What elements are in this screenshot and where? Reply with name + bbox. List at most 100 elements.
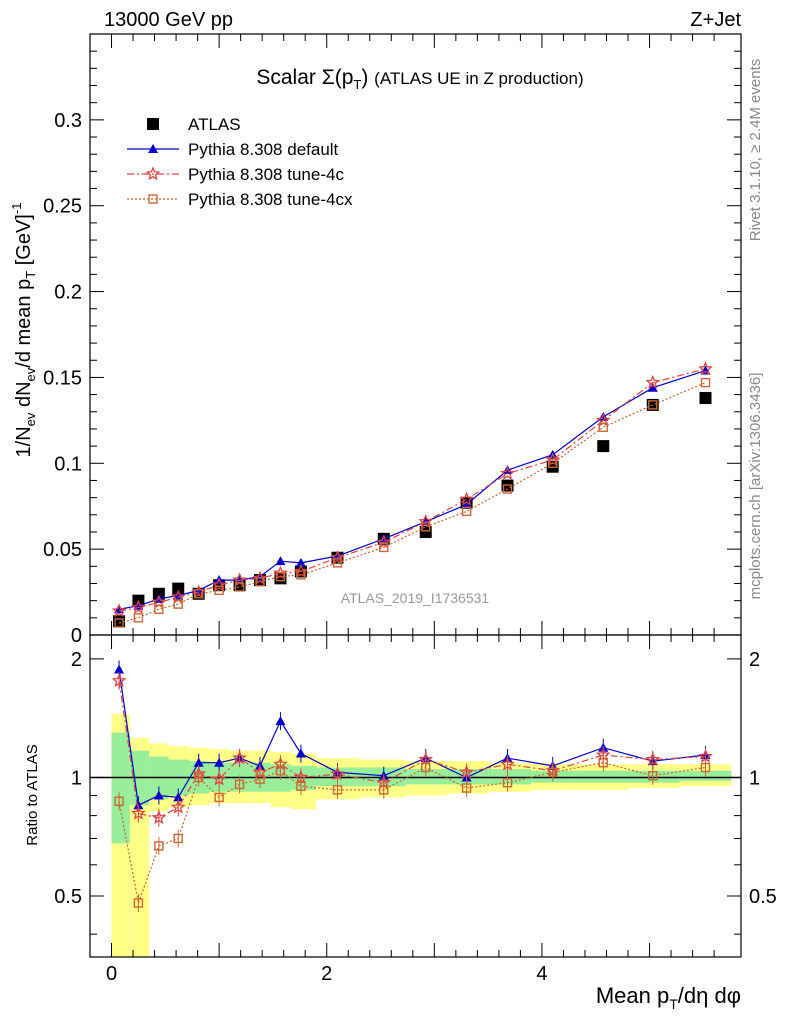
data-point	[461, 499, 472, 509]
y-tick-label: 0	[71, 625, 82, 647]
data-point	[234, 582, 245, 592]
x-tick-label: 2	[321, 963, 332, 985]
legend-label: Pythia 8.308 tune-4cx	[188, 190, 353, 209]
y-label-unit: [GeV]	[13, 214, 35, 271]
data-point	[330, 550, 345, 564]
data-point	[295, 557, 306, 567]
ratio-point	[214, 792, 224, 803]
y-label-mid2: /d mean p	[13, 279, 35, 368]
data-point	[332, 551, 343, 561]
ratio-point	[459, 764, 474, 779]
data-point	[193, 589, 204, 599]
data-point	[421, 522, 431, 532]
ratio-point	[114, 664, 125, 674]
ratio-tick-label: 1	[71, 767, 82, 789]
ratio-point	[131, 805, 146, 820]
ratio-point	[153, 790, 164, 800]
legend: ATLAS Pythia 8.308 default Pythia 8.308 tu…	[127, 115, 353, 209]
ratio-band-inner	[111, 732, 130, 844]
data-point	[698, 361, 713, 376]
y-tick-label: 0.15	[43, 367, 82, 389]
y-label-sub-t: T	[23, 271, 38, 279]
y-tick-label: 0.25	[43, 196, 82, 218]
data-point	[113, 615, 126, 628]
legend-marker	[147, 118, 159, 130]
chart-title-part: Scalar Σ(p	[256, 66, 353, 89]
ratio-point	[421, 762, 431, 773]
ratio-point	[700, 762, 711, 773]
watermark: ATLAS_2019_I1736531	[341, 590, 490, 606]
legend-label: ATLAS	[188, 115, 241, 134]
data-point	[111, 603, 127, 618]
y-tick-label: 0.1	[54, 453, 82, 475]
data-point	[502, 484, 513, 494]
data-point	[598, 422, 608, 432]
ratio-plot: 0.5 0.5 1 1 2 2 0 2 4 Ratio to ATLAS	[24, 634, 777, 985]
ratio-point	[500, 756, 515, 771]
ratio-point	[151, 810, 167, 824]
header-left: 13000 GeV pp	[104, 9, 233, 31]
ratio-tick-label-right: 1	[749, 767, 760, 789]
y-label-sub-ev2: ev	[23, 367, 38, 381]
data-point	[275, 571, 286, 582]
ratio-point	[255, 774, 265, 784]
data-point	[211, 577, 227, 592]
ratio-marks	[90, 660, 741, 957]
main-ticks: 0 0.05 0.1 0.15 0.2 0.25 0.3	[43, 34, 741, 647]
ratio-point	[295, 748, 306, 758]
data-point	[647, 382, 658, 392]
data-point	[459, 491, 474, 506]
ratio-y-label: Ratio to ATLAS	[24, 744, 41, 845]
ratio-point	[214, 757, 225, 767]
ratio-point	[170, 799, 186, 814]
ratio-tick-label: 2	[71, 649, 82, 671]
data-point	[419, 525, 432, 538]
ratio-point	[133, 898, 144, 908]
chart-title-tail: (ATLAS UE in Z production)	[374, 69, 583, 88]
ratio-point	[114, 796, 124, 806]
data-point	[645, 374, 661, 389]
data-point	[114, 618, 124, 628]
data-point	[133, 613, 144, 623]
ratio-point	[296, 781, 306, 791]
x-label-sub: T	[669, 996, 678, 1012]
data-point	[296, 570, 306, 580]
main-marks	[111, 361, 713, 628]
series-line	[118, 370, 706, 610]
y-tick-label: 0.05	[43, 539, 82, 561]
ratio-point	[461, 783, 472, 793]
data-point	[379, 542, 389, 553]
ratio-tick-label-right: 2	[749, 649, 760, 671]
data-point	[332, 558, 343, 568]
data-point	[376, 534, 392, 549]
ratio-point	[211, 771, 227, 786]
ratio-point	[379, 785, 389, 795]
legend-marker	[148, 194, 158, 204]
data-point	[597, 440, 610, 453]
x-tick-label: 4	[536, 963, 547, 985]
data-point	[152, 587, 165, 600]
ratio-point	[332, 785, 343, 795]
legend-label: Pythia 8.308 tune-4c	[188, 165, 344, 184]
ratio-point	[173, 792, 184, 802]
y-label-mid: dN	[13, 381, 35, 412]
ratio-tick-label-right: 0.5	[749, 886, 777, 908]
ratio-frame	[89, 634, 742, 958]
data-point	[214, 585, 224, 596]
legend-label: Pythia 8.308 default	[188, 140, 339, 159]
data-point	[500, 465, 515, 480]
y-tick-label: 0.2	[54, 282, 82, 304]
rivet-label: Rivet 3.1.10, ≥ 2.4M events	[747, 59, 764, 242]
ratio-ticks: 0.5 0.5 1 1 2 2 0 2 4	[54, 635, 777, 985]
x-tick-label: 0	[106, 963, 117, 985]
main-plot: 00.050.10.150.20.250.3 Scalar Σ(pT) (ATL…	[9, 33, 742, 647]
x-axis-label: Mean pT/dη dφ	[596, 983, 741, 1012]
y-tick-label: 0.3	[54, 110, 82, 132]
ratio-point	[193, 772, 204, 783]
data-point	[131, 599, 146, 614]
data-point	[646, 398, 659, 411]
ratio-point	[502, 777, 513, 788]
data-point	[461, 506, 472, 517]
ratio-point	[547, 767, 558, 778]
